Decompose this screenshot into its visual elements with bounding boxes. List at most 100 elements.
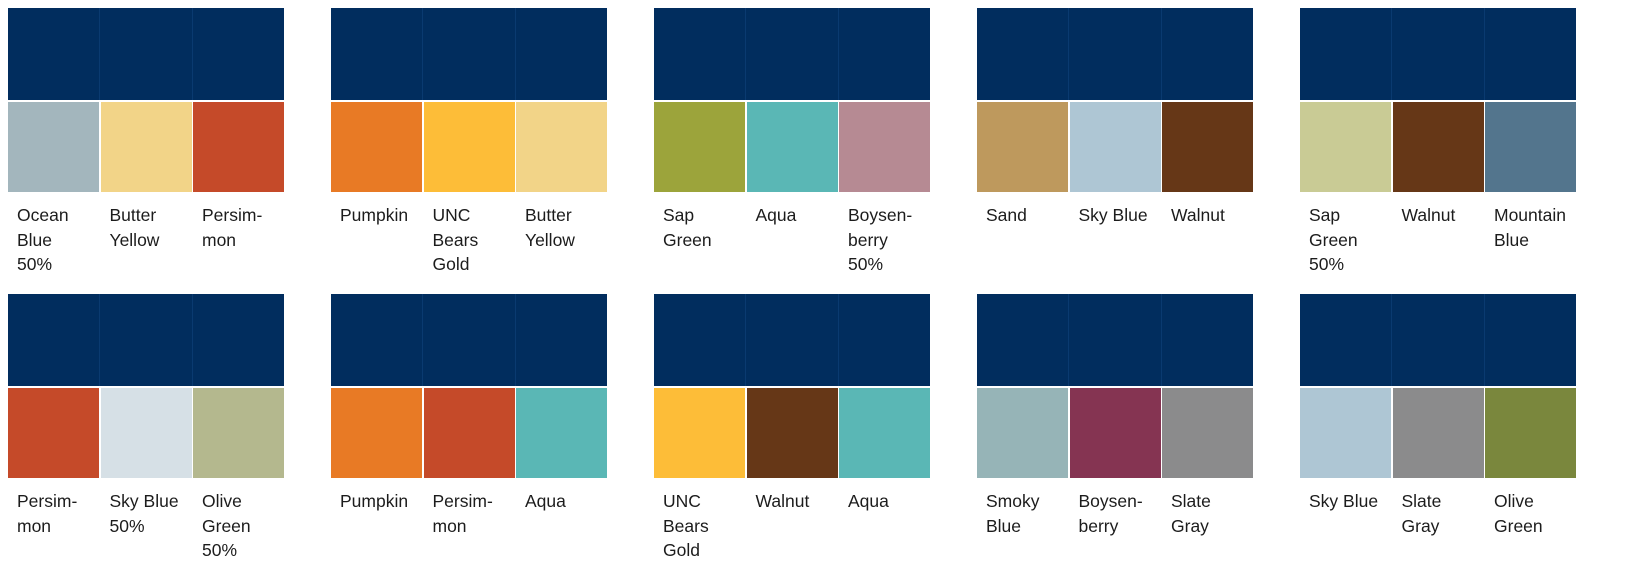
color-swatch [1162,388,1253,478]
navy-block-segment [99,8,191,100]
swatch-label: Pumpkin [340,491,409,511]
color-swatch [100,388,192,478]
color-swatch [977,388,1068,478]
swatch-label-row: UNC Bears Gold Walnut Aqua [654,478,930,563]
primary-navy-block [1300,294,1576,386]
primary-navy-block [654,8,930,100]
divider [654,100,930,102]
swatch-label: Butter Yellow [109,205,160,250]
color-swatch [1300,388,1391,478]
swatch-label-row: Persim- mon Sky Blue 50% Olive Green 50% [8,478,284,563]
divider [331,386,607,388]
swatch-label: Boysen- berry 50% [848,205,913,274]
color-combination-card: Sap Green 50% Walnut Mountain Blue [1300,8,1576,277]
color-swatch [977,102,1068,192]
navy-block-segment [1068,8,1160,100]
divider [977,386,1253,388]
swatch-label-row: Ocean Blue 50% Butter Yellow Persim- mon [8,192,284,277]
divider [1300,386,1576,388]
swatch-label-row: Sap Green Aqua Boysen- berry 50% [654,192,930,277]
navy-block-segment [1391,8,1483,100]
swatch-row [1300,388,1576,478]
swatch-row [1300,102,1576,192]
color-swatch [516,102,607,192]
swatch-label: Sap Green [663,205,712,250]
navy-block-segment [977,294,1068,386]
navy-block-segment [1483,294,1576,386]
swatch-label: Olive Green 50% [202,491,251,560]
swatch-label: Ocean Blue 50% [17,205,69,274]
swatch-label: Boysen- berry [1078,491,1143,536]
color-combination-card: Pumpkin Persim- mon Aqua [331,294,607,538]
primary-navy-block [8,8,284,100]
primary-navy-block [1300,8,1576,100]
color-swatch [1069,388,1161,478]
navy-block-segment [514,294,607,386]
divider [654,386,930,388]
swatch-label: Aqua [755,205,797,225]
color-swatch [1392,102,1484,192]
navy-block-segment [837,294,930,386]
swatch-label: Sap Green 50% [1309,205,1358,274]
primary-navy-block [8,294,284,386]
navy-block-segment [745,8,837,100]
color-combination-card: UNC Bears Gold Walnut Aqua [654,294,930,563]
swatch-label: Persim- mon [432,491,493,536]
swatch-label: Aqua [848,491,889,511]
swatch-label-row: Sand Sky Blue Walnut [977,192,1253,228]
color-swatch [746,102,838,192]
color-combination-card: Smoky Blue Boysen- berry Slate Gray [977,294,1253,538]
color-swatch [100,102,192,192]
swatch-label: UNC Bears Gold [432,205,479,274]
swatch-row [977,388,1253,478]
divider [8,386,284,388]
navy-block-segment [1160,8,1253,100]
swatch-label: Sky Blue 50% [109,491,179,536]
swatch-label: Sand [986,205,1027,225]
navy-block-segment [422,8,514,100]
swatch-label-row: Sap Green 50% Walnut Mountain Blue [1300,192,1576,277]
swatch-label: Persim- mon [17,491,78,536]
color-combination-card: Ocean Blue 50% Butter Yellow Persim- mon [8,8,284,277]
color-swatch [331,388,422,478]
navy-block-segment [8,8,99,100]
navy-block-segment [977,8,1068,100]
navy-block-segment [745,294,837,386]
swatch-label: UNC Bears Gold [663,491,709,560]
divider [331,100,607,102]
navy-block-segment [331,8,422,100]
navy-block-segment [1391,294,1483,386]
divider [8,100,284,102]
swatch-label: Slate Gray [1401,491,1442,536]
navy-block-segment [654,8,745,100]
color-swatch [193,102,284,192]
swatch-label-row: Smoky Blue Boysen- berry Slate Gray [977,478,1253,538]
primary-navy-block [977,294,1253,386]
divider [977,100,1253,102]
swatch-label-row: Sky Blue Slate Gray Olive Green [1300,478,1576,538]
color-swatch [1485,388,1576,478]
swatch-label: Walnut [1401,205,1456,225]
swatch-label: Aqua [525,491,566,511]
color-swatch [654,102,745,192]
swatch-label: Butter Yellow [525,205,575,250]
color-swatch [8,102,99,192]
color-swatch [1392,388,1484,478]
color-combination-card: Pumpkin UNC Bears Gold Butter Yellow [331,8,607,277]
color-swatch [331,102,422,192]
swatch-label: Persim- mon [202,205,263,250]
color-combination-card: Sky Blue Slate Gray Olive Green [1300,294,1576,538]
navy-block-segment [331,294,422,386]
swatch-label-row: Pumpkin Persim- mon Aqua [331,478,607,538]
color-swatch [423,388,515,478]
swatch-label: Sky Blue [1078,205,1148,225]
color-combination-card: Sand Sky Blue Walnut [977,8,1253,228]
navy-block-segment [1483,8,1576,100]
navy-block-segment [654,294,745,386]
color-swatch [1485,102,1576,192]
swatch-row [8,102,284,192]
navy-block-segment [1068,294,1160,386]
swatch-row [654,388,930,478]
divider [1300,100,1576,102]
color-swatch [1162,102,1253,192]
